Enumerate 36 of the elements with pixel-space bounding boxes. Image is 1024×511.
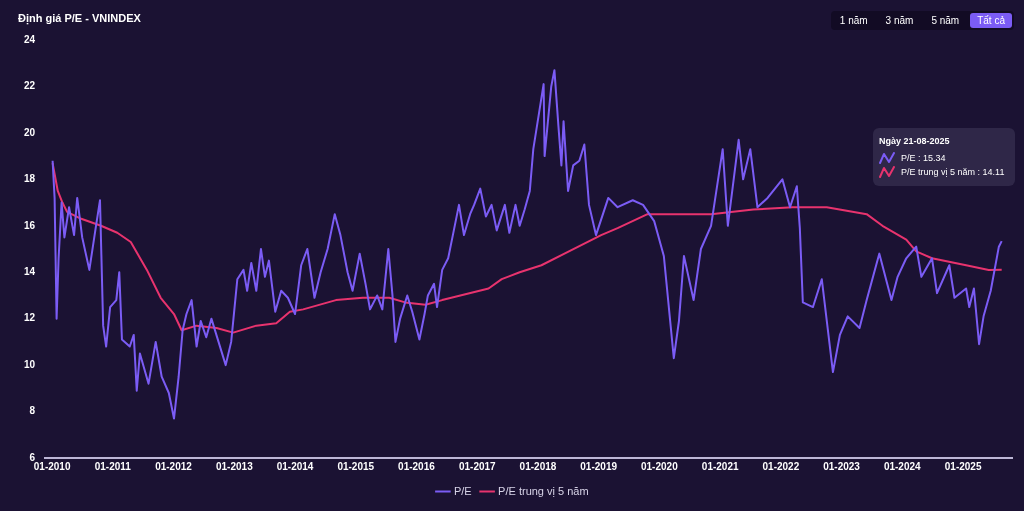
- x-tick-label: 01-2024: [883, 460, 922, 472]
- x-tick-label: 01-2011: [94, 460, 132, 472]
- x-tick-label: 01-2021: [701, 460, 739, 472]
- chart-title: Định giá P/E - VNINDEX: [18, 12, 141, 24]
- x-tick-label: 01-2016: [398, 460, 436, 472]
- y-tick-label: 10: [24, 358, 36, 370]
- x-tick-label: 01-2019: [580, 460, 618, 472]
- annotation: Ngày 21-08-2025: [879, 136, 951, 146]
- x-tick-label: 01-2014: [276, 460, 314, 472]
- y-tick-label: 12: [24, 312, 36, 324]
- annotation: P/E : 15.34: [901, 153, 946, 163]
- legend-label: P/E: [453, 484, 472, 497]
- y-tick-label: 8: [29, 405, 36, 417]
- text: Tất cả: [970, 13, 1012, 28]
- text: 1 năm: [838, 14, 869, 28]
- y-tick-label: 22: [24, 80, 36, 92]
- text: 5 năm: [930, 14, 961, 28]
- x-tick-label: 01-2013: [215, 460, 254, 472]
- y-tick-label: 16: [24, 219, 36, 231]
- y-tick-label: 14: [24, 265, 36, 277]
- x-tick-label: 01-2015: [337, 460, 375, 472]
- x-tick-label: 01-2025: [944, 460, 982, 472]
- legend-label: P/E trung vị 5 năm: [498, 484, 589, 497]
- x-tick-label: 01-2012: [155, 460, 193, 472]
- x-tick-label: 01-2020: [640, 460, 679, 472]
- x-tick-label: 01-2018: [519, 460, 557, 472]
- x-tick-label: 01-2022: [762, 460, 800, 472]
- x-tick-label: 01-2023: [823, 460, 861, 472]
- x-tick-label: 01-2010: [33, 460, 71, 472]
- y-tick-label: 20: [24, 126, 36, 138]
- y-tick-label: 18: [24, 173, 36, 185]
- text: 3 năm: [884, 14, 915, 28]
- y-tick-label: 6: [29, 451, 36, 463]
- x-tick-label: 01-2017: [458, 460, 497, 472]
- y-tick-label: 24: [24, 33, 36, 45]
- annotation: P/E trung vị 5 năm : 14.11: [901, 167, 1005, 177]
